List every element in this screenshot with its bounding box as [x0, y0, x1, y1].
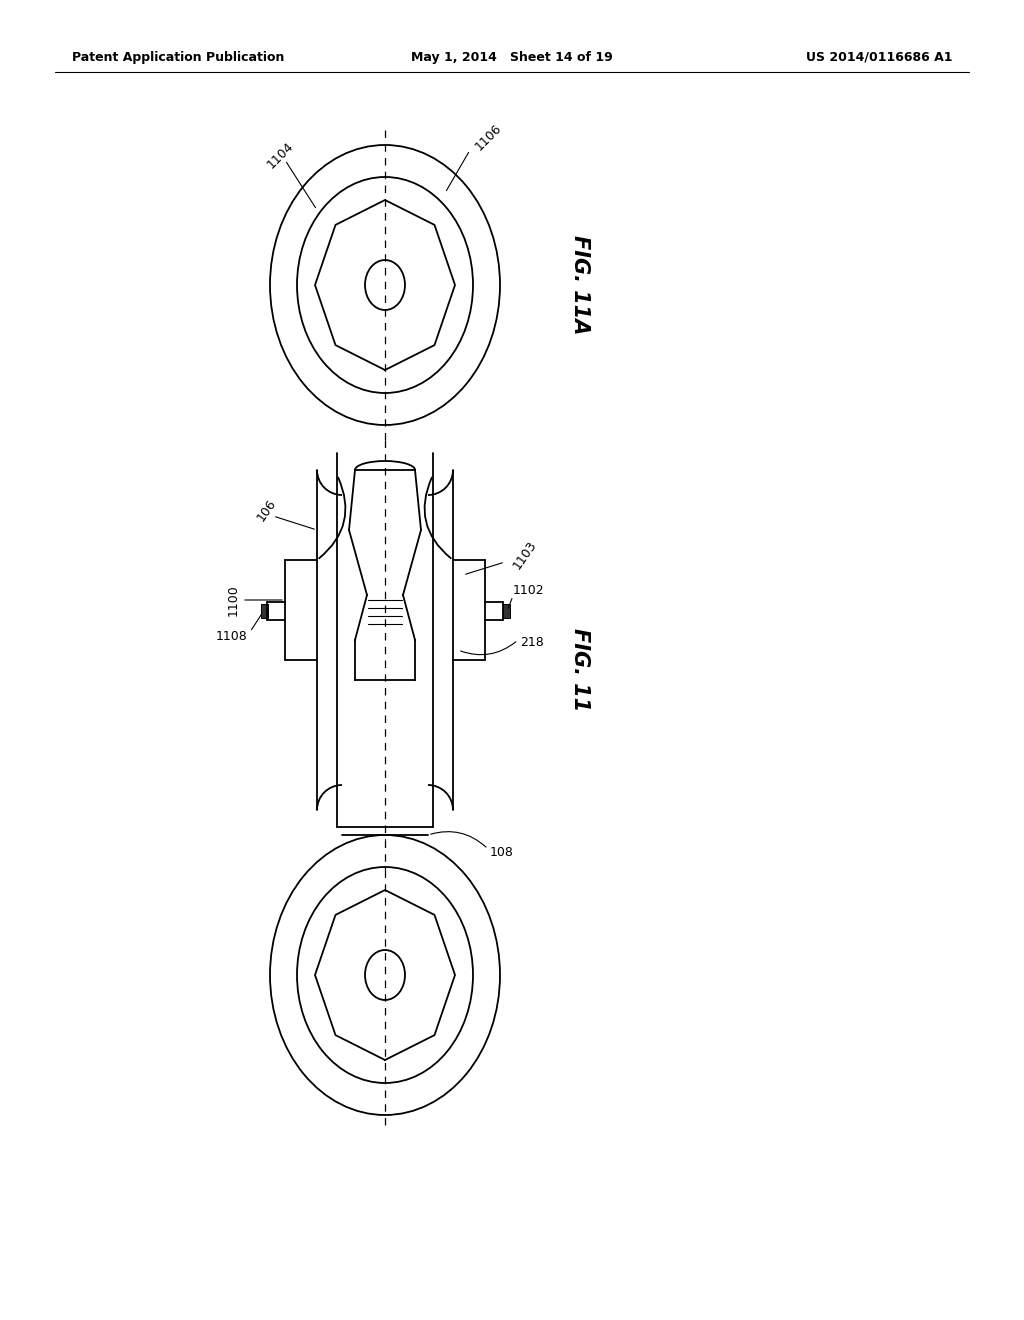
Text: 108: 108 [490, 846, 514, 859]
Text: Patent Application Publication: Patent Application Publication [72, 50, 285, 63]
Bar [261, 605, 268, 618]
Text: FIG. 11A: FIG. 11A [570, 235, 590, 335]
Bar [503, 605, 510, 618]
Text: US 2014/0116686 A1: US 2014/0116686 A1 [806, 50, 952, 63]
Text: 1102: 1102 [513, 583, 545, 597]
Text: 1104: 1104 [264, 139, 296, 170]
Text: 1106: 1106 [472, 121, 504, 153]
Text: 1108: 1108 [215, 631, 247, 644]
Text: FIG. 11: FIG. 11 [570, 628, 590, 711]
Text: 1103: 1103 [510, 539, 539, 572]
Text: 1100: 1100 [226, 585, 240, 616]
Text: 218: 218 [520, 635, 544, 648]
Text: May 1, 2014   Sheet 14 of 19: May 1, 2014 Sheet 14 of 19 [411, 50, 613, 63]
Text: 106: 106 [255, 496, 280, 524]
